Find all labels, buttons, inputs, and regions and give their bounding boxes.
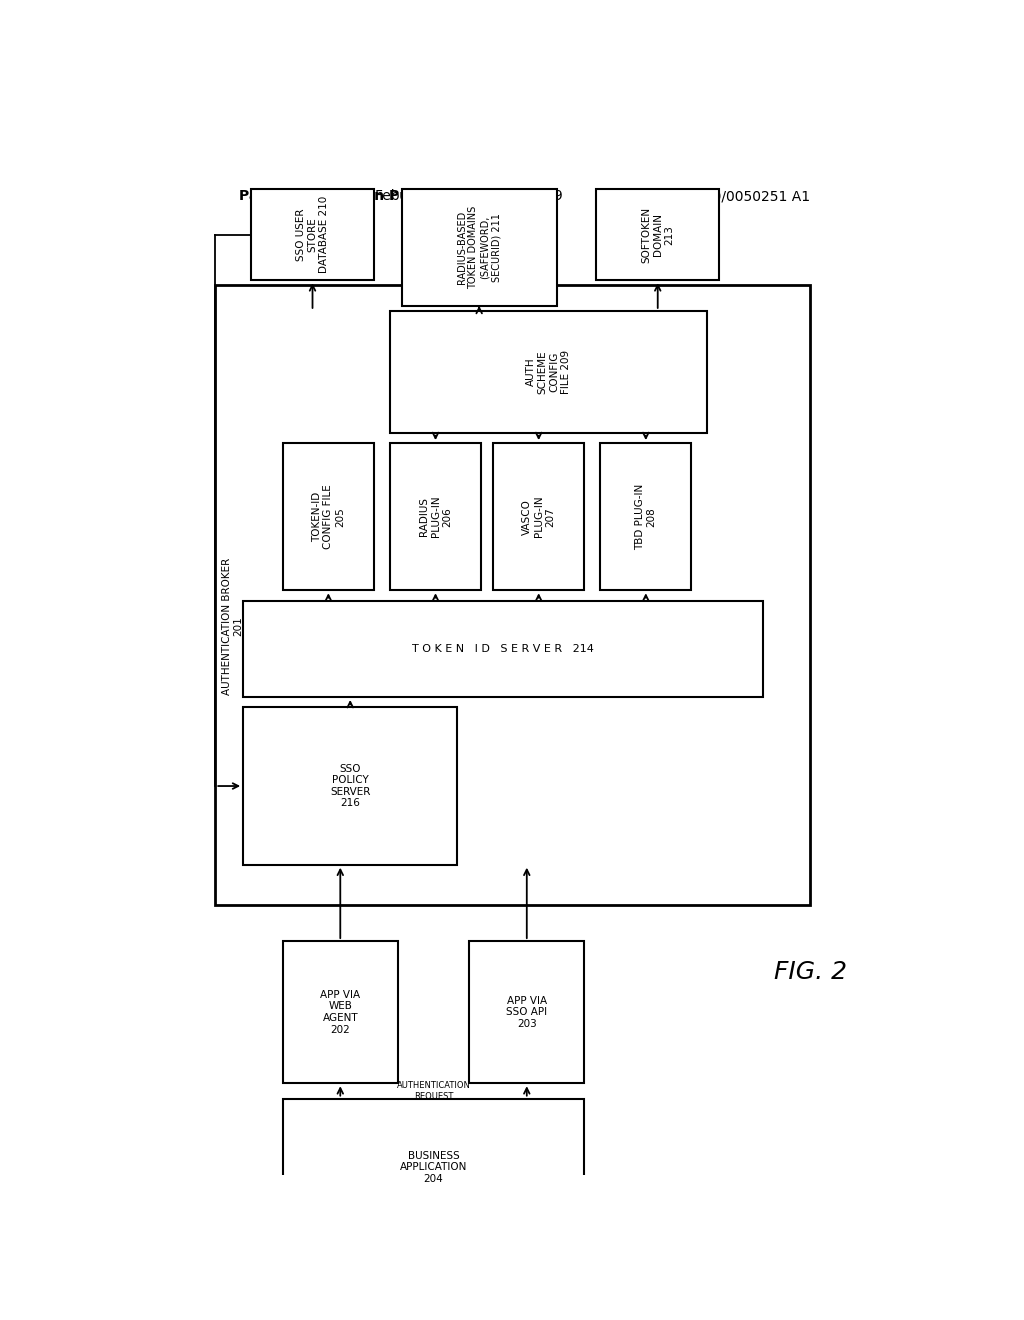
- Bar: [390, 312, 708, 433]
- Text: RADIUS-BASED
TOKEN DOMAINS
(SAFEWORD,
SECURID) 211: RADIUS-BASED TOKEN DOMAINS (SAFEWORD, SE…: [457, 206, 502, 289]
- Bar: [596, 189, 719, 280]
- Text: US 2010/0050251 A1: US 2010/0050251 A1: [664, 189, 811, 203]
- Text: T O K E N   I D   S E R V E R   214: T O K E N I D S E R V E R 214: [412, 644, 594, 653]
- Bar: [494, 444, 585, 590]
- Bar: [469, 941, 585, 1084]
- Text: AUTH
SCHEME
CONFIG
FILE 209: AUTH SCHEME CONFIG FILE 209: [526, 350, 571, 393]
- Bar: [283, 1098, 585, 1236]
- Bar: [390, 444, 481, 590]
- Bar: [243, 601, 763, 697]
- Text: SOFTOKEN
DOMAIN
213: SOFTOKEN DOMAIN 213: [641, 206, 675, 263]
- Bar: [243, 708, 458, 865]
- Text: VASCO
PLUG-IN
207: VASCO PLUG-IN 207: [522, 496, 555, 537]
- Bar: [251, 189, 374, 280]
- Text: Feb. 25, 2010  Sheet 2 of 9: Feb. 25, 2010 Sheet 2 of 9: [376, 189, 563, 203]
- Text: APP VIA
SSO API
203: APP VIA SSO API 203: [506, 995, 548, 1028]
- Text: TOKEN-ID
CONFIG FILE
205: TOKEN-ID CONFIG FILE 205: [311, 484, 345, 549]
- Bar: [283, 444, 374, 590]
- Text: RADIUS
PLUG-IN
206: RADIUS PLUG-IN 206: [419, 496, 453, 537]
- Text: SSO
POLICY
SERVER
216: SSO POLICY SERVER 216: [330, 764, 371, 808]
- Bar: [600, 444, 691, 590]
- Text: AUTHENTICATION BROKER
201: AUTHENTICATION BROKER 201: [222, 558, 244, 696]
- Text: BUSINESS
APPLICATION
204: BUSINESS APPLICATION 204: [399, 1151, 467, 1184]
- Text: AUTHENTICATION
REQUEST: AUTHENTICATION REQUEST: [396, 1081, 470, 1101]
- Bar: [401, 189, 557, 306]
- Text: Patent Application Publication: Patent Application Publication: [240, 189, 477, 203]
- Text: FIG. 2: FIG. 2: [774, 960, 847, 983]
- Bar: [283, 941, 397, 1084]
- Bar: [215, 285, 811, 906]
- Text: SSO USER
STORE
DATABASE 210: SSO USER STORE DATABASE 210: [296, 195, 329, 273]
- Text: TBD PLUG-IN
208: TBD PLUG-IN 208: [635, 483, 656, 550]
- Text: APP VIA
WEB
AGENT
202: APP VIA WEB AGENT 202: [321, 990, 360, 1035]
